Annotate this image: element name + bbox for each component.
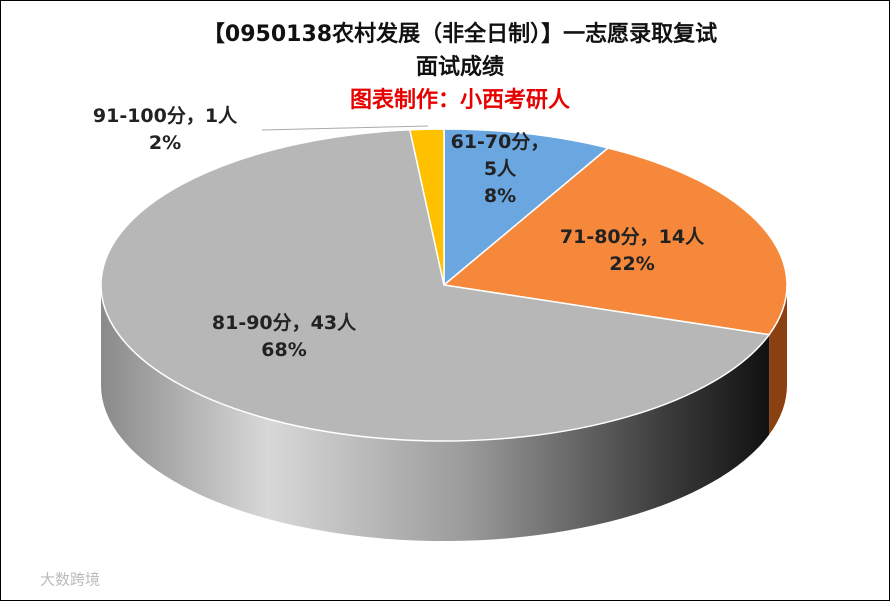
slice — [408, 128, 445, 286]
data-label: 71-80分，14人 22% — [560, 226, 705, 275]
slice-side — [769, 285, 787, 435]
value-label: 5人 — [484, 158, 517, 180]
value-label: 1人 — [205, 105, 238, 127]
label-separator: ， — [640, 226, 659, 248]
chart-title: 面试成绩 — [416, 54, 504, 80]
percent-label: 2% — [149, 132, 181, 154]
slice-side — [101, 285, 770, 541]
slice — [100, 128, 771, 442]
data-label: 61-70分， 5人 8% — [451, 131, 550, 207]
label-separator: ， — [530, 131, 549, 153]
label-separator: ， — [186, 105, 205, 127]
chart-subtitle: 图表制作：小西考研人 — [350, 88, 570, 113]
percent-label: 8% — [484, 185, 516, 207]
chart-title: 【0950138农村发展（非全日制）】一志愿录取复试 — [203, 21, 717, 47]
slice — [442, 147, 788, 336]
category-label: 81-90分 — [212, 312, 292, 334]
slice — [443, 128, 610, 287]
value-label: 14人 — [659, 226, 705, 248]
data-label: 81-90分，43人 68% — [212, 312, 357, 361]
pie — [100, 128, 788, 541]
watermark: 大数跨境 — [40, 571, 100, 589]
label-separator: ， — [292, 312, 311, 334]
category-label: 71-80分 — [560, 226, 640, 248]
value-label: 43人 — [311, 312, 357, 334]
percent-label: 68% — [261, 339, 306, 361]
leader-line — [261, 125, 429, 131]
category-label: 61-70分 — [451, 131, 531, 153]
percent-label: 22% — [609, 253, 654, 275]
data-label: 91-100分，1人 2% — [93, 105, 238, 154]
category-label: 91-100分 — [93, 105, 186, 127]
